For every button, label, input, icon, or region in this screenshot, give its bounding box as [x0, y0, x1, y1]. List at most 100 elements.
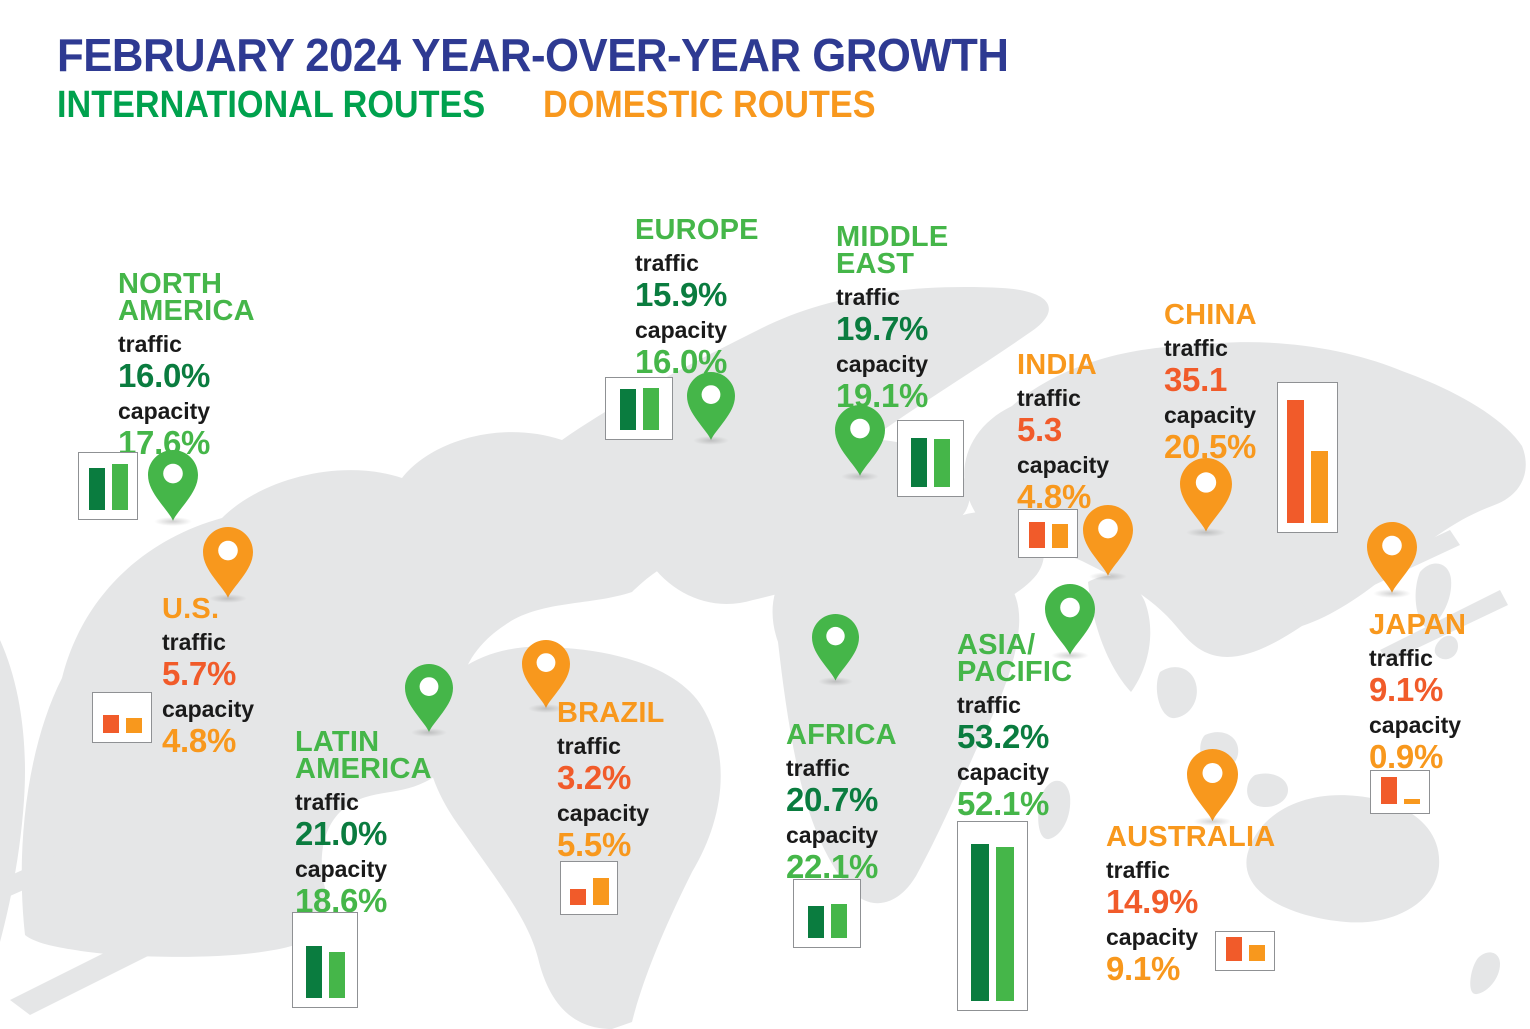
barchart-middle-east — [897, 420, 964, 497]
traffic-value: 5.3 — [1017, 411, 1062, 448]
traffic-bar — [1225, 937, 1242, 961]
capacity-value: 20.5% — [1164, 428, 1257, 465]
traffic-bar — [971, 844, 989, 1001]
capacity-label: capacity — [1017, 452, 1110, 478]
traffic-value: 20.7% — [786, 781, 879, 818]
capacity-bar — [592, 877, 609, 905]
map-japan — [1415, 563, 1452, 629]
traffic-label: traffic — [162, 629, 226, 655]
capacity-bar — [111, 464, 128, 510]
traffic-value: 35.1 — [1164, 361, 1228, 398]
region-name: JAPAN — [1369, 609, 1467, 641]
region-japan: JAPAN traffic 9.1% capacity 0.9% — [1369, 609, 1467, 774]
traffic-value: 15.9% — [635, 276, 728, 313]
traffic-value: 14.9% — [1106, 883, 1199, 920]
capacity-label: capacity — [1369, 712, 1462, 738]
traffic-label: traffic — [118, 331, 182, 357]
region-europe: EUROPE traffic 15.9% capacity 16.0% — [635, 216, 759, 379]
region-latin-america: LATIN AMERICA traffic 21.0% capacity 18.… — [295, 728, 432, 918]
barchart-europe — [605, 377, 673, 440]
map-pin-icon-us — [203, 527, 253, 603]
traffic-value: 5.7% — [162, 655, 237, 692]
capacity-bar — [642, 388, 659, 430]
region-name: NORTH AMERICA — [118, 268, 255, 327]
region-name: INDIA — [1017, 349, 1097, 381]
map-pin-icon-middle-east — [835, 405, 885, 481]
capacity-label: capacity — [557, 800, 650, 826]
region-north-america: NORTH AMERICA traffic 16.0% capacity 17.… — [118, 268, 255, 461]
capacity-value: 17.6% — [118, 424, 211, 461]
legend-domestic-routes: DOMESTIC ROUTES — [543, 84, 876, 126]
map-new-zealand — [1470, 952, 1500, 995]
barchart-japan — [1370, 770, 1430, 814]
traffic-label: traffic — [836, 284, 900, 310]
region-name: AUSTRALIA — [1106, 821, 1276, 853]
traffic-label: traffic — [1369, 645, 1433, 671]
region-china: CHINA traffic 35.1 capacity 20.5% — [1164, 299, 1257, 465]
capacity-value: 22.1% — [786, 848, 879, 885]
capacity-bar — [830, 903, 847, 938]
map-streak-right-2 — [1380, 590, 1508, 662]
capacity-label: capacity — [1106, 924, 1199, 950]
traffic-bar — [807, 905, 824, 938]
map-asia — [964, 342, 1526, 657]
map-pin-icon-japan — [1367, 522, 1417, 598]
capacity-bar — [1051, 524, 1068, 548]
capacity-value: 9.1% — [1106, 950, 1181, 987]
region-name: ASIA/ PACIFIC — [957, 629, 1073, 688]
capacity-value: 4.8% — [162, 722, 237, 759]
barchart-latin-america — [292, 912, 358, 1008]
capacity-bar — [1403, 799, 1420, 804]
map-australia — [1246, 795, 1440, 923]
map-pin-icon-north-america — [148, 450, 198, 526]
capacity-value: 4.8% — [1017, 478, 1092, 515]
legend-international-routes: INTERNATIONAL ROUTES — [57, 84, 486, 126]
map-japan-south — [1434, 635, 1458, 660]
map-se-asia-1 — [1156, 667, 1197, 719]
map-madagascar — [1038, 780, 1071, 840]
traffic-label: traffic — [1164, 335, 1228, 361]
map-north-america — [21, 287, 1049, 957]
traffic-label: traffic — [557, 733, 621, 759]
barchart-australia — [1215, 931, 1275, 971]
capacity-bar — [1248, 944, 1265, 961]
map-pin-icon-latin-america — [405, 664, 453, 737]
map-edge-left — [0, 640, 25, 942]
region-us: U.S. traffic 5.7% capacity 4.8% — [162, 593, 254, 759]
capacity-value: 5.5% — [557, 826, 632, 863]
region-name: CHINA — [1164, 299, 1257, 331]
map-se-asia-3 — [1247, 773, 1288, 808]
barchart-us — [92, 692, 152, 743]
capacity-bar — [328, 951, 345, 998]
region-brazil: BRAZIL traffic 3.2% capacity 5.5% — [557, 697, 665, 863]
traffic-label: traffic — [1106, 857, 1170, 883]
barchart-north-america — [78, 452, 138, 520]
barchart-asia-pacific — [957, 821, 1028, 1011]
traffic-bar — [569, 889, 586, 905]
map-pin-icon-europe — [687, 372, 735, 445]
traffic-value: 3.2% — [557, 759, 632, 796]
traffic-bar — [619, 388, 636, 430]
traffic-label: traffic — [635, 250, 699, 276]
traffic-bar — [305, 945, 322, 998]
barchart-brazil — [560, 861, 618, 915]
region-name: BRAZIL — [557, 697, 665, 729]
capacity-label: capacity — [295, 856, 388, 882]
map-pin-icon-brazil — [522, 640, 570, 713]
region-india: INDIA traffic 5.3 capacity 4.8% — [1017, 349, 1110, 515]
region-middle-east: MIDDLE EAST traffic 19.7% capacity 19.1% — [836, 223, 948, 414]
traffic-bar — [1380, 776, 1397, 804]
map-streak-left-2 — [0, 840, 100, 896]
traffic-label: traffic — [957, 692, 1021, 718]
capacity-value: 19.1% — [836, 377, 929, 414]
capacity-bar — [996, 847, 1014, 1001]
map-south-america — [425, 646, 721, 1029]
page-title: FEBRUARY 2024 YEAR-OVER-YEAR GROWTH — [57, 29, 1009, 81]
capacity-label: capacity — [957, 759, 1050, 785]
traffic-value: 53.2% — [957, 718, 1050, 755]
region-name: U.S. — [162, 593, 220, 625]
capacity-label: capacity — [836, 351, 929, 377]
traffic-value: 21.0% — [295, 815, 388, 852]
capacity-bar — [934, 439, 950, 487]
